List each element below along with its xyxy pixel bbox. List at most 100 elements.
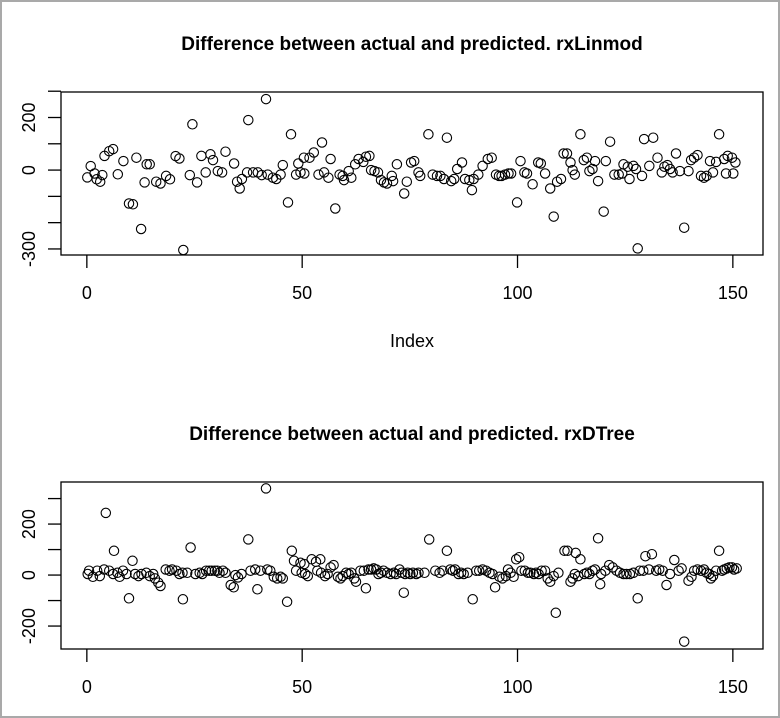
data-point xyxy=(553,567,564,579)
data-point xyxy=(358,565,370,576)
data-point xyxy=(589,155,601,167)
data-point xyxy=(127,555,138,567)
data-point xyxy=(539,565,551,576)
data-point xyxy=(423,534,435,545)
data-point xyxy=(489,582,501,593)
data-point xyxy=(118,155,129,167)
data-point xyxy=(515,155,526,167)
data-point xyxy=(621,568,632,580)
data-point xyxy=(683,165,694,177)
data-point xyxy=(413,567,424,579)
data-point xyxy=(408,155,420,167)
data-point xyxy=(285,129,297,140)
data-point xyxy=(728,168,739,179)
data-point xyxy=(375,174,387,186)
data-point xyxy=(277,159,289,171)
data-point xyxy=(398,587,410,598)
data-point xyxy=(288,555,300,567)
data-point xyxy=(502,564,514,575)
data-point xyxy=(299,168,310,179)
data-point xyxy=(164,174,176,185)
data-point xyxy=(646,548,658,560)
data-point xyxy=(685,154,697,166)
data-point xyxy=(252,584,263,595)
data-point xyxy=(704,155,716,167)
data-point xyxy=(592,533,604,544)
data-point xyxy=(191,177,203,188)
data-point xyxy=(638,133,650,145)
data-point xyxy=(676,563,687,574)
x-tick-label: 50 xyxy=(292,677,312,697)
data-point xyxy=(561,148,573,159)
data-point xyxy=(636,170,648,182)
data-point xyxy=(411,568,422,580)
data-point xyxy=(584,165,595,177)
data-point xyxy=(220,146,231,157)
data-point xyxy=(640,550,651,562)
data-point xyxy=(123,593,135,604)
data-point xyxy=(513,551,525,563)
data-point xyxy=(200,565,212,576)
plot-title-dtree: Difference between actual and predicted.… xyxy=(189,424,635,445)
data-point xyxy=(187,119,198,130)
data-point xyxy=(141,567,152,579)
data-point xyxy=(419,567,430,579)
data-point xyxy=(293,158,304,169)
data-point xyxy=(707,167,719,178)
x-axis-title-index: Index xyxy=(389,331,435,351)
data-point xyxy=(190,568,201,580)
data-point xyxy=(511,197,523,208)
data-point xyxy=(216,167,228,178)
data-point xyxy=(592,175,604,187)
data-point xyxy=(155,580,166,592)
data-point xyxy=(441,132,453,143)
data-point xyxy=(607,562,618,573)
data-point xyxy=(609,169,620,180)
data-point xyxy=(275,169,286,180)
data-point xyxy=(114,571,125,583)
data-point xyxy=(232,572,244,583)
data-point xyxy=(260,483,272,494)
data-point xyxy=(448,173,460,185)
x-tick-label: 100 xyxy=(502,677,532,697)
data-point xyxy=(315,554,326,565)
data-point xyxy=(328,559,339,571)
data-point xyxy=(381,178,393,189)
data-point xyxy=(726,562,738,573)
data-point xyxy=(97,169,108,181)
data-point xyxy=(527,179,538,190)
data-point xyxy=(335,573,346,584)
data-point xyxy=(139,177,150,188)
data-point xyxy=(673,565,684,576)
data-point xyxy=(185,542,196,553)
data-point xyxy=(160,170,172,182)
data-point xyxy=(643,564,655,575)
data-point xyxy=(298,152,310,163)
data-point xyxy=(628,160,639,172)
data-point xyxy=(441,545,453,557)
data-point xyxy=(510,554,522,565)
data-point xyxy=(200,167,211,178)
x-tick-label: 0 xyxy=(82,283,92,303)
data-point xyxy=(569,169,581,180)
data-point xyxy=(94,570,106,582)
data-point xyxy=(196,150,207,162)
data-point xyxy=(724,562,735,573)
data-point xyxy=(325,153,336,165)
data-point xyxy=(536,565,547,576)
data-point xyxy=(108,545,120,557)
data-point xyxy=(228,158,240,169)
data-point xyxy=(107,568,119,580)
data-point xyxy=(299,568,311,580)
data-point xyxy=(316,137,328,148)
data-point xyxy=(686,571,697,583)
data-point xyxy=(522,567,534,579)
data-point xyxy=(360,583,372,594)
data-point xyxy=(594,578,606,590)
data-point xyxy=(438,173,450,185)
data-point xyxy=(459,173,471,185)
data-point xyxy=(487,568,498,580)
x-tick-label: 0 xyxy=(82,677,92,697)
